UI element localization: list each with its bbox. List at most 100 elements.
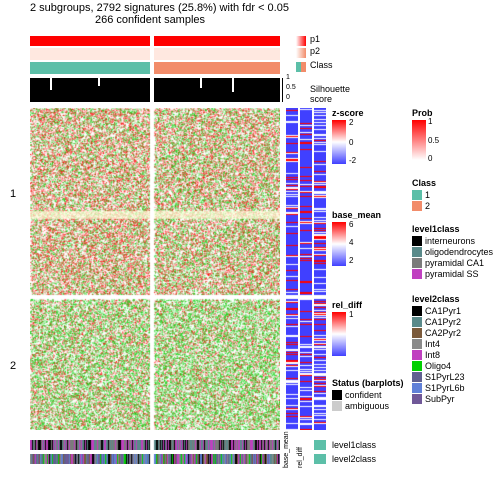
swatch [412,350,422,360]
legend-l2-title: level2class [412,294,465,304]
legend-item: 1 [412,190,436,200]
bot-cb1 [314,440,326,450]
prob-colorbar [412,120,426,160]
bot-cb2 [314,454,326,464]
ann-p1-right [154,36,280,46]
legend-item: SubPyr [412,394,465,404]
legend-item: Int4 [412,339,465,349]
ann-p2-left [30,48,150,60]
sil-gap [98,78,100,86]
legend-label: 2 [425,202,430,211]
bot-label-reldiff: rel_diff [297,447,304,468]
swatch [412,236,422,246]
legend-label: Oligo4 [425,362,451,371]
ann-class-right [154,62,280,74]
sil-gap [232,78,234,92]
swatch [412,247,422,257]
bot-label-basemean: base_mean [283,431,290,468]
label-silhouette: Silhouette score [310,84,350,104]
legend-item: confident [332,390,404,400]
legend-item: Oligo4 [412,361,465,371]
legend-item: S1PyrL6b [412,383,465,393]
legend-label: interneurons [425,237,475,246]
legend-item: CA1Pyr1 [412,306,465,316]
legend-status: Status (barplots) confidentambiguous [332,378,404,412]
sil-tick-1: 1 [286,74,290,81]
cb-zscore [332,120,346,164]
zs-tm2: -2 [349,156,356,165]
main-heatmap [30,108,280,430]
p1-mini-cb [296,36,306,46]
p2-mini-cb [296,48,306,58]
legend-item: CA2Pyr2 [412,328,465,338]
sil-tick-05: 0.5 [286,84,296,91]
swatch [412,201,422,211]
legend-label: SubPyr [425,395,455,404]
legend-label: CA1Pyr2 [425,318,461,327]
legend-class-title: Class [412,178,436,188]
legend-item: CA1Pyr2 [412,317,465,327]
swatch [412,190,422,200]
swatch [412,339,422,349]
label-p2: p2 [310,46,320,56]
legend-item: 2 [412,201,436,211]
bm-t2: 2 [349,256,353,265]
legend-label: CA2Pyr2 [425,329,461,338]
legend-label: confident [345,391,382,400]
ann-sil-left [30,78,150,102]
swatch [412,328,422,338]
zs-t2: 2 [349,118,353,127]
side-basemean [300,108,312,430]
side-reldiff [314,108,326,430]
label-p1: p1 [310,34,320,44]
sil-tick-0: 0 [286,94,290,101]
row-group-2: 2 [10,360,16,372]
sil-gap [200,78,202,88]
legend-label: S1PyrL6b [425,384,465,393]
legend-label: pyramidal CA1 [425,259,484,268]
sil-axis [282,78,283,102]
swatch [412,258,422,268]
label-class: Class [310,60,333,70]
swatch [412,361,422,371]
row-group-1: 1 [10,188,16,200]
legend-label: oligodendrocytes [425,248,493,257]
sil-gap [50,78,52,90]
class-mini-2 [301,62,306,72]
legend-item: interneurons [412,236,493,246]
legend-item: pyramidal SS [412,269,493,279]
legend-label: Int8 [425,351,440,360]
legend-label: CA1Pyr1 [425,307,461,316]
prob-t1: 1 [428,117,432,126]
legend-l1-title: level1class [412,224,493,234]
swatch [412,269,422,279]
rd-t1: 1 [349,310,353,319]
cb-basemean [332,222,346,266]
ann-sil-right [154,78,280,102]
swatch [412,394,422,404]
swatch [332,401,342,411]
prob-t0: 0 [428,154,432,163]
title-block: 2 subgroups, 2792 signatures (25.8%) wit… [30,2,289,26]
label-zscore: z-score [332,108,364,118]
legend-label: ambiguous [345,402,389,411]
legend-item: pyramidal CA1 [412,258,493,268]
legend-item: Int8 [412,350,465,360]
bot-l1: level1class [332,440,376,450]
ann-p2-right [154,48,280,60]
bottom-level1 [30,440,280,450]
subtitle: 266 confident samples [30,14,270,26]
label-basemean: base_mean [332,210,381,220]
legend-label: S1PyrL23 [425,373,465,382]
prob-t05: 0.5 [428,136,439,145]
legend-label: 1 [425,191,430,200]
legend-item: ambiguous [332,401,404,411]
ann-p1-left [30,36,150,46]
side-zscore [286,108,298,430]
legend-class: Class 1 2 [412,178,436,212]
ann-class-left [30,62,150,74]
title: 2 subgroups, 2792 signatures (25.8%) wit… [30,2,289,14]
legend-item: oligodendrocytes [412,247,493,257]
swatch [332,390,342,400]
swatch [412,383,422,393]
